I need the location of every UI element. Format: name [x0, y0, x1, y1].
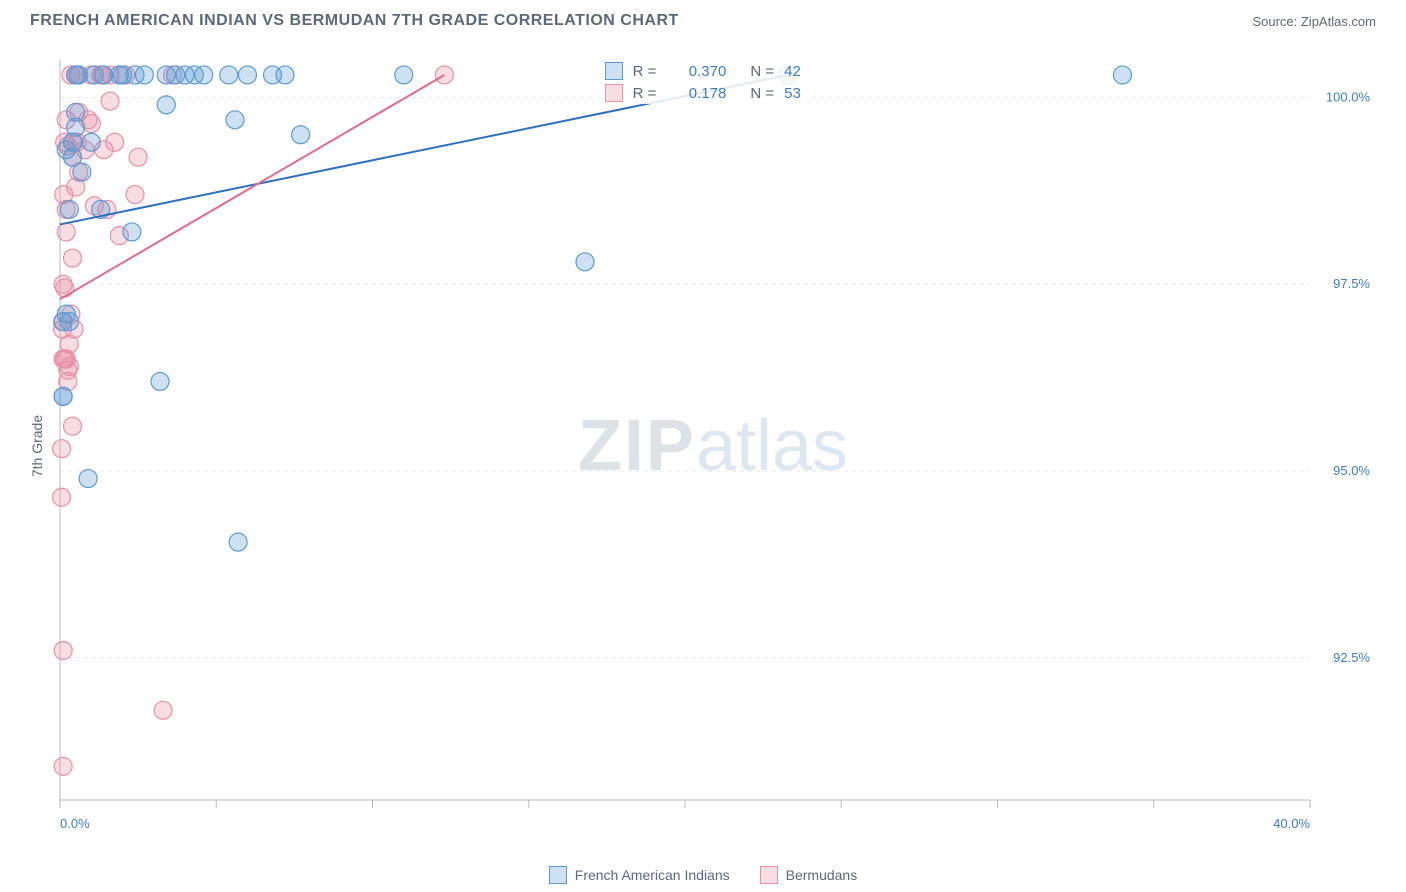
legend-swatch	[605, 84, 623, 102]
r-label: R =	[633, 63, 657, 80]
scatter-chart-svg: 92.5% 95.0% 97.5% 100.0% 0.0% 40.0%	[40, 50, 1386, 842]
r-legend-row: R = 0.178 N = 53	[599, 82, 807, 104]
legend-item: Bermudans	[760, 866, 858, 884]
n-label: N =	[750, 63, 774, 80]
n-value: 53	[784, 85, 801, 102]
data-point	[53, 440, 71, 458]
data-point	[106, 133, 124, 151]
data-point	[276, 66, 294, 84]
source-label: Source: ZipAtlas.com	[1252, 14, 1376, 29]
data-point	[126, 186, 144, 204]
chart-area: 92.5%95.0%97.5%100.0%0.0%40.0% ZIPatlas …	[40, 50, 1386, 842]
data-point	[395, 66, 413, 84]
legend-item: French American Indians	[549, 866, 730, 884]
trend-line	[60, 75, 444, 299]
data-point	[157, 96, 175, 114]
data-point	[226, 111, 244, 129]
data-point	[54, 642, 72, 660]
legend-swatch	[605, 62, 623, 80]
data-point	[56, 279, 74, 297]
data-point	[67, 103, 85, 121]
n-label: N =	[750, 85, 774, 102]
x-tick-label: 40.0%	[1273, 816, 1310, 831]
data-point	[129, 148, 147, 166]
data-point	[1114, 66, 1132, 84]
n-value: 42	[784, 63, 801, 80]
data-point	[229, 533, 247, 551]
data-point	[64, 417, 82, 435]
legend-swatch	[549, 866, 567, 884]
data-point	[60, 313, 78, 331]
data-point	[292, 126, 310, 144]
data-point	[82, 133, 100, 151]
data-point	[82, 115, 100, 133]
r-value: 0.178	[666, 85, 726, 102]
data-point	[64, 249, 82, 267]
data-point	[79, 470, 97, 488]
y-tick-label: 100.0%	[1326, 89, 1371, 104]
y-tick-label: 97.5%	[1333, 276, 1370, 291]
data-point	[195, 66, 213, 84]
legend-label: French American Indians	[575, 867, 730, 883]
legend-label: Bermudans	[786, 867, 858, 883]
data-point	[57, 223, 75, 241]
r-value: 0.370	[666, 63, 726, 80]
x-tick-label: 0.0%	[60, 816, 90, 831]
source-link[interactable]: ZipAtlas.com	[1301, 14, 1376, 29]
data-point	[576, 253, 594, 271]
y-tick-label: 95.0%	[1333, 463, 1370, 478]
data-point	[73, 163, 91, 181]
data-point	[239, 66, 257, 84]
r-label: R =	[633, 85, 657, 102]
chart-title: FRENCH AMERICAN INDIAN VS BERMUDAN 7TH G…	[30, 12, 679, 30]
series-legend: French American Indians Bermudans	[0, 866, 1406, 884]
data-point	[53, 488, 71, 506]
data-point	[54, 757, 72, 775]
r-legend-row: R = 0.370 N = 42	[599, 60, 807, 82]
header-bar: FRENCH AMERICAN INDIAN VS BERMUDAN 7TH G…	[0, 0, 1406, 38]
data-point	[151, 372, 169, 390]
data-point	[135, 66, 153, 84]
data-point	[435, 66, 453, 84]
correlation-legend: R = 0.370 N = 42 R = 0.178 N = 53	[599, 60, 807, 104]
legend-swatch	[760, 866, 778, 884]
source-prefix: Source:	[1252, 14, 1300, 29]
data-point	[101, 92, 119, 110]
y-tick-label: 92.5%	[1333, 650, 1370, 665]
data-point	[123, 223, 141, 241]
data-point	[60, 200, 78, 218]
data-point	[154, 701, 172, 719]
data-point	[54, 387, 72, 405]
data-point	[220, 66, 238, 84]
data-point	[60, 357, 78, 375]
